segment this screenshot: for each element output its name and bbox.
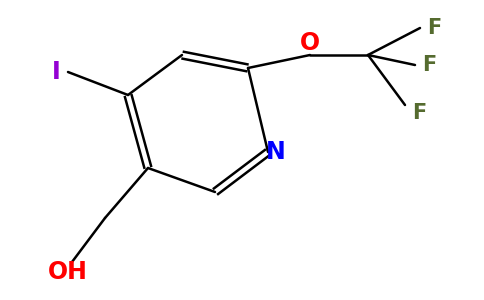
Text: N: N [266, 140, 286, 164]
Text: F: F [422, 55, 436, 75]
Text: F: F [427, 18, 441, 38]
Text: O: O [300, 31, 320, 55]
Text: F: F [412, 103, 426, 123]
Text: I: I [52, 60, 60, 84]
Text: OH: OH [48, 260, 88, 284]
